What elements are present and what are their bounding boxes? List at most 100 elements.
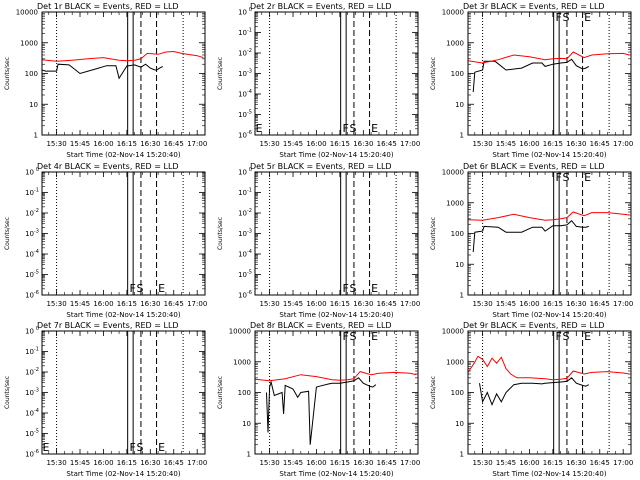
x-tick-label: 16:00 bbox=[306, 459, 326, 467]
lld-series-line bbox=[468, 51, 630, 64]
x-axis-label: Start Time (02-Nov-14 15:20:40) bbox=[492, 311, 606, 319]
y-tick-label: 10000 bbox=[442, 328, 464, 336]
y-tick-label: 10 bbox=[25, 430, 34, 438]
y-tick-label: 10 bbox=[238, 189, 247, 197]
marker-s: S bbox=[562, 11, 569, 24]
x-tick-label: 15:30 bbox=[259, 300, 279, 308]
x-axis-label: Start Time (02-Nov-14 15:20:40) bbox=[279, 151, 393, 159]
y-tick-exponent: -5 bbox=[34, 429, 39, 435]
x-tick-label: 15:45 bbox=[496, 459, 516, 467]
panel-title: Det 9r BLACK = Events, RED = LLD bbox=[463, 321, 605, 330]
y-tick-label: 10 bbox=[455, 420, 464, 428]
lld-series-line bbox=[468, 211, 630, 221]
x-tick-label: 16:45 bbox=[590, 300, 610, 308]
x-axis-label: Start Time (02-Nov-14 15:20:40) bbox=[66, 151, 180, 159]
x-tick-label: 16:30 bbox=[353, 140, 373, 148]
marker-s: S bbox=[349, 282, 356, 295]
events-series-line bbox=[42, 63, 164, 80]
y-axis-label: Counts/sec bbox=[217, 376, 224, 409]
y-tick-exponent: 0 bbox=[249, 7, 252, 13]
y-tick-label: 10 bbox=[25, 451, 34, 459]
y-tick-label: 10 bbox=[238, 29, 247, 37]
marker-s: S bbox=[562, 330, 569, 343]
x-tick-label: 16:00 bbox=[519, 459, 539, 467]
marker-e: E bbox=[584, 11, 591, 24]
y-tick-label: 100 bbox=[451, 230, 464, 238]
y-tick-label: 10 bbox=[25, 251, 34, 259]
y-tick-label: 1 bbox=[34, 132, 38, 140]
x-tick-label: 16:00 bbox=[93, 459, 113, 467]
y-tick-label: 1 bbox=[460, 292, 464, 300]
panel-title: Det 5r BLACK = Events, RED = LLD bbox=[250, 162, 392, 171]
y-tick-exponent: -4 bbox=[247, 249, 252, 255]
x-axis-label: Start Time (02-Nov-14 15:20:40) bbox=[66, 470, 180, 478]
y-tick-label: 10 bbox=[238, 230, 247, 238]
y-axis-label: Counts/sec bbox=[430, 376, 437, 409]
marker-f: F bbox=[129, 282, 135, 295]
y-tick-label: 1000 bbox=[446, 199, 464, 207]
marker-e: E bbox=[256, 122, 263, 135]
y-tick-exponent: -3 bbox=[34, 229, 39, 235]
y-tick-label: 1000 bbox=[446, 39, 464, 47]
x-tick-label: 16:45 bbox=[590, 140, 610, 148]
x-tick-label: 16:15 bbox=[117, 459, 137, 467]
y-axis-label: Counts/sec bbox=[430, 57, 437, 90]
y-tick-exponent: 0 bbox=[36, 326, 39, 332]
x-tick-label: 15:45 bbox=[70, 140, 90, 148]
x-tick-label: 15:45 bbox=[496, 140, 516, 148]
x-tick-label: 16:00 bbox=[306, 140, 326, 148]
x-axis-label: Start Time (02-Nov-14 15:20:40) bbox=[66, 311, 180, 319]
x-tick-label: 17:00 bbox=[400, 140, 420, 148]
y-axis-label: Counts/sec bbox=[217, 57, 224, 90]
panel-grid: Det 1r BLACK = Events, RED = LLD Counts/s… bbox=[4, 2, 633, 478]
y-tick-label: 100 bbox=[25, 70, 38, 78]
panel-title: Det 7r BLACK = Events, RED = LLD bbox=[37, 321, 179, 330]
plot-frame bbox=[254, 330, 419, 455]
y-tick-label: 10000 bbox=[16, 9, 38, 17]
x-tick-label: 15:45 bbox=[70, 459, 90, 467]
marker-f: F bbox=[129, 441, 135, 454]
plot-frame bbox=[467, 171, 632, 296]
marker-s: S bbox=[136, 282, 143, 295]
y-tick-label: 1000 bbox=[20, 39, 38, 47]
y-tick-label: 100 bbox=[238, 389, 251, 397]
x-tick-label: 16:15 bbox=[117, 300, 137, 308]
y-tick-label: 100 bbox=[451, 70, 464, 78]
y-tick-label: 10 bbox=[25, 271, 34, 279]
marker-e: E bbox=[584, 171, 591, 184]
x-tick-label: 16:45 bbox=[164, 459, 184, 467]
y-tick-label: 10 bbox=[238, 271, 247, 279]
x-tick-label: 16:15 bbox=[330, 300, 350, 308]
x-axis-label: Start Time (02-Nov-14 15:20:40) bbox=[279, 470, 393, 478]
y-tick-label: 10 bbox=[238, 251, 247, 259]
x-tick-label: 17:00 bbox=[613, 300, 633, 308]
plot-frame bbox=[254, 171, 419, 296]
y-tick-label: 10 bbox=[238, 132, 247, 140]
marker-f: F bbox=[342, 330, 348, 343]
x-tick-label: 16:00 bbox=[93, 140, 113, 148]
x-tick-label: 16:30 bbox=[140, 140, 160, 148]
y-tick-exponent: -4 bbox=[34, 408, 39, 414]
y-tick-exponent: -1 bbox=[247, 28, 252, 34]
x-tick-label: 16:30 bbox=[566, 140, 586, 148]
marker-f: F bbox=[555, 171, 561, 184]
panel-det-3r: Det 3r BLACK = Events, RED = LLD Counts/s… bbox=[430, 2, 633, 159]
y-tick-exponent: -1 bbox=[247, 188, 252, 194]
plot-frame bbox=[41, 171, 206, 296]
marker-f: F bbox=[342, 122, 348, 135]
y-tick-exponent: -5 bbox=[247, 270, 252, 276]
y-tick-label: 10 bbox=[455, 101, 464, 109]
y-tick-exponent: -3 bbox=[34, 388, 39, 394]
y-tick-label: 10 bbox=[25, 389, 34, 397]
y-tick-label: 10 bbox=[238, 91, 247, 99]
y-tick-label: 1 bbox=[460, 451, 464, 459]
y-tick-exponent: 0 bbox=[36, 167, 39, 173]
y-tick-label: 10 bbox=[242, 420, 251, 428]
events-series-line bbox=[472, 219, 589, 253]
x-tick-label: 15:45 bbox=[283, 459, 303, 467]
y-tick-label: 10000 bbox=[442, 9, 464, 17]
x-tick-label: 17:00 bbox=[400, 459, 420, 467]
y-tick-exponent: -6 bbox=[34, 290, 39, 296]
x-tick-label: 16:15 bbox=[543, 459, 563, 467]
